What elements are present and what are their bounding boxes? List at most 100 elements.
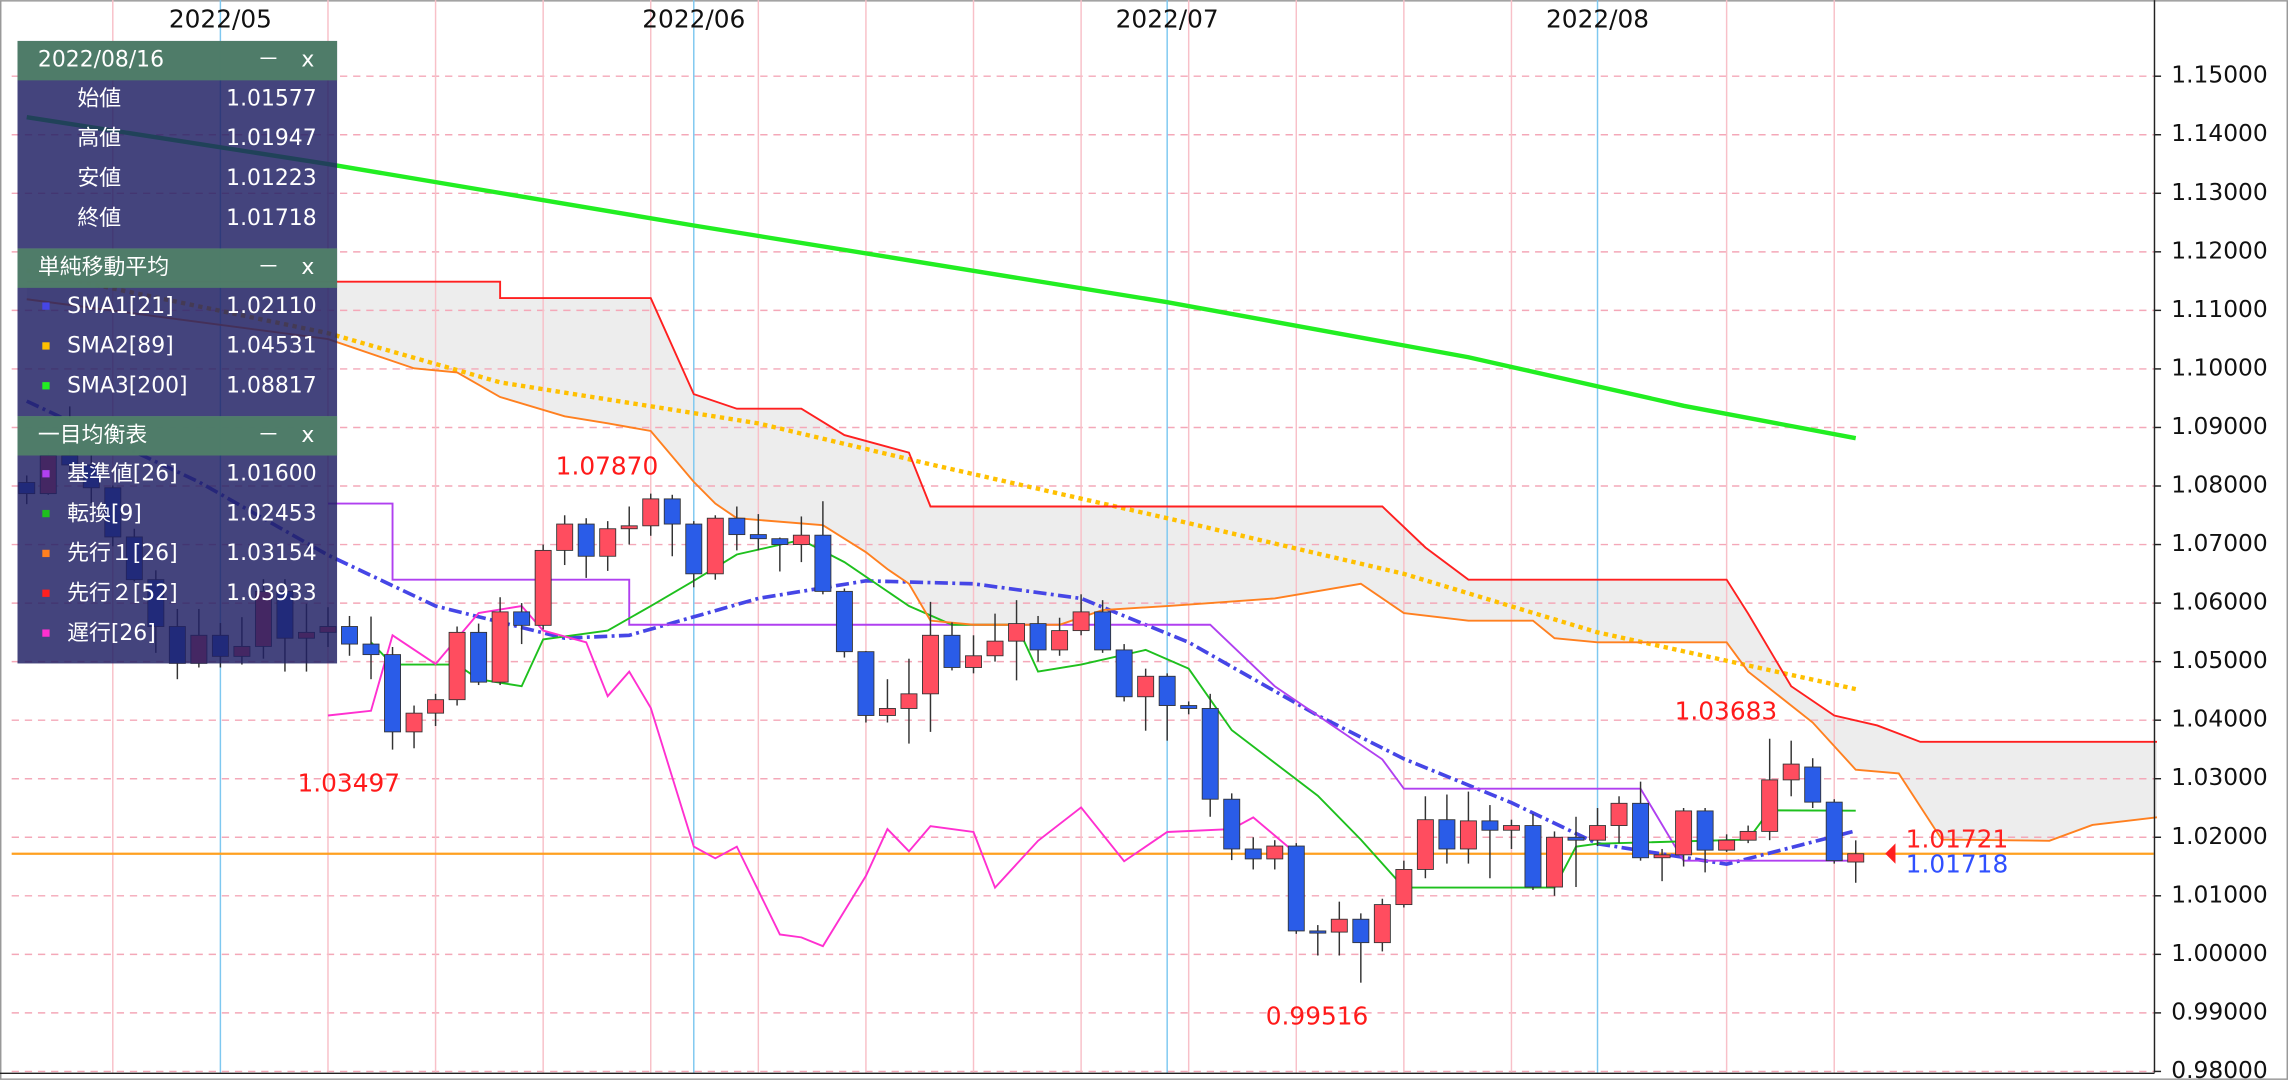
candle-body [362, 643, 380, 656]
y-tick-label: 1.08000 [2171, 471, 2267, 499]
legend-swatch [42, 382, 50, 390]
legend-swatch [42, 342, 50, 350]
candle-body [620, 525, 638, 530]
candle-body [1008, 623, 1026, 642]
y-tick-label: 1.05000 [2171, 646, 2267, 674]
candle-body [1847, 853, 1865, 863]
candle-body [1524, 825, 1542, 888]
indicator-line [25, 399, 1857, 867]
candle-body [1158, 675, 1176, 706]
candle-body [943, 634, 961, 668]
candle-body [706, 517, 724, 575]
candle-body [556, 523, 574, 551]
candle-body [1094, 611, 1112, 651]
candle-body [1395, 869, 1413, 906]
y-tick-label: 0.99000 [2171, 997, 2267, 1025]
candle-body [1653, 854, 1671, 859]
candle-body [749, 534, 767, 540]
line-layer [25, 115, 2158, 948]
ohlc-value: 1.01947 [226, 126, 316, 151]
legend-value: 1.01600 [226, 461, 316, 486]
candle-body [1180, 705, 1198, 709]
candle-body [1589, 825, 1606, 841]
ichimoku-cloud [26, 281, 2157, 841]
candle-body [1546, 836, 1563, 888]
legend-swatch [42, 589, 50, 597]
candle-body [857, 651, 875, 716]
candle-body [1438, 819, 1456, 850]
close-button[interactable]: x [301, 423, 314, 448]
candle-body [1739, 830, 1757, 841]
x-tick-label: 2022/05 [169, 5, 272, 34]
minimize-button[interactable]: － [258, 255, 280, 280]
candle-body [1696, 810, 1714, 851]
legend-label: SMA3[200] [67, 373, 187, 398]
candle-body [1675, 810, 1693, 856]
y-tick-label: 1.10000 [2171, 353, 2267, 381]
y-tick-label: 1.11000 [2171, 295, 2267, 323]
candle-body [663, 498, 681, 525]
candle-body [1137, 675, 1155, 698]
ohlc-label: 高値 [77, 126, 121, 151]
candle-body [922, 634, 939, 695]
candle-body [986, 640, 1004, 657]
legend-swatch [42, 470, 50, 478]
candle-body [1782, 763, 1800, 781]
candle-body [599, 528, 617, 557]
legend-swatch [42, 302, 50, 310]
candle-body [1761, 779, 1779, 832]
y-tick-label: 1.07000 [2171, 529, 2267, 557]
close-button[interactable]: x [301, 255, 314, 280]
ohlc-value: 1.01223 [226, 166, 316, 191]
candle-body [1072, 611, 1090, 632]
candle-body [728, 517, 746, 536]
ohlc-label: 安値 [77, 166, 121, 191]
panel-header [17, 416, 338, 456]
y-tick-label: 0.98000 [2171, 1056, 2267, 1080]
legend-value: 1.03933 [226, 581, 316, 606]
candle-body [1373, 904, 1391, 944]
candle-body [577, 523, 595, 557]
legend-swatch [42, 629, 50, 637]
candle-body [900, 693, 918, 709]
candle-body [1610, 802, 1628, 826]
legend-label: SMA2[89] [67, 334, 174, 359]
y-tick-label: 1.00000 [2171, 939, 2267, 967]
indicator-line [327, 502, 1856, 862]
candle-body [1459, 820, 1477, 850]
minimize-button[interactable]: － [258, 48, 280, 73]
candle-body [534, 549, 552, 626]
candle-body [792, 534, 810, 545]
info-panel: 2022/08/16 － x 始値 1.01577 高値 1.01947 安値 1.01223 終… [17, 40, 338, 664]
candle-body [814, 534, 832, 592]
panel-header [17, 40, 338, 81]
ohlc-value: 1.01577 [226, 86, 316, 111]
candle-body [1287, 845, 1305, 932]
legend-label: 先行２[52] [67, 581, 178, 606]
candle-body [384, 654, 401, 733]
candle-body [1804, 766, 1822, 803]
label-layer: 0.98000 0.99000 1.00000 1.01000 1.02000 1.030… [169, 5, 2268, 1080]
y-tick-label: 1.13000 [2171, 178, 2267, 206]
candle-layer [18, 406, 1865, 983]
candle-body [771, 538, 789, 545]
candle-body [1330, 918, 1348, 933]
candle-body [1825, 801, 1843, 862]
close-button[interactable]: x [301, 48, 314, 73]
candle-body [642, 498, 660, 527]
minimize-button[interactable]: － [258, 423, 280, 448]
y-tick-label: 1.15000 [2171, 61, 2267, 89]
candle-body [405, 712, 423, 733]
legend-value: 1.02453 [226, 501, 316, 526]
candle-body [878, 708, 896, 716]
high-low-label: 1.07870 [556, 451, 659, 480]
ohlc-label: 始値 [77, 86, 121, 111]
panel-title: 一目均衡表 [38, 423, 147, 448]
ohlc-label: 終値 [77, 206, 121, 231]
indicator-line [327, 604, 1297, 948]
candle-body [1502, 825, 1520, 831]
y-tick-label: 1.09000 [2171, 412, 2267, 440]
indicator-line [26, 280, 2157, 743]
